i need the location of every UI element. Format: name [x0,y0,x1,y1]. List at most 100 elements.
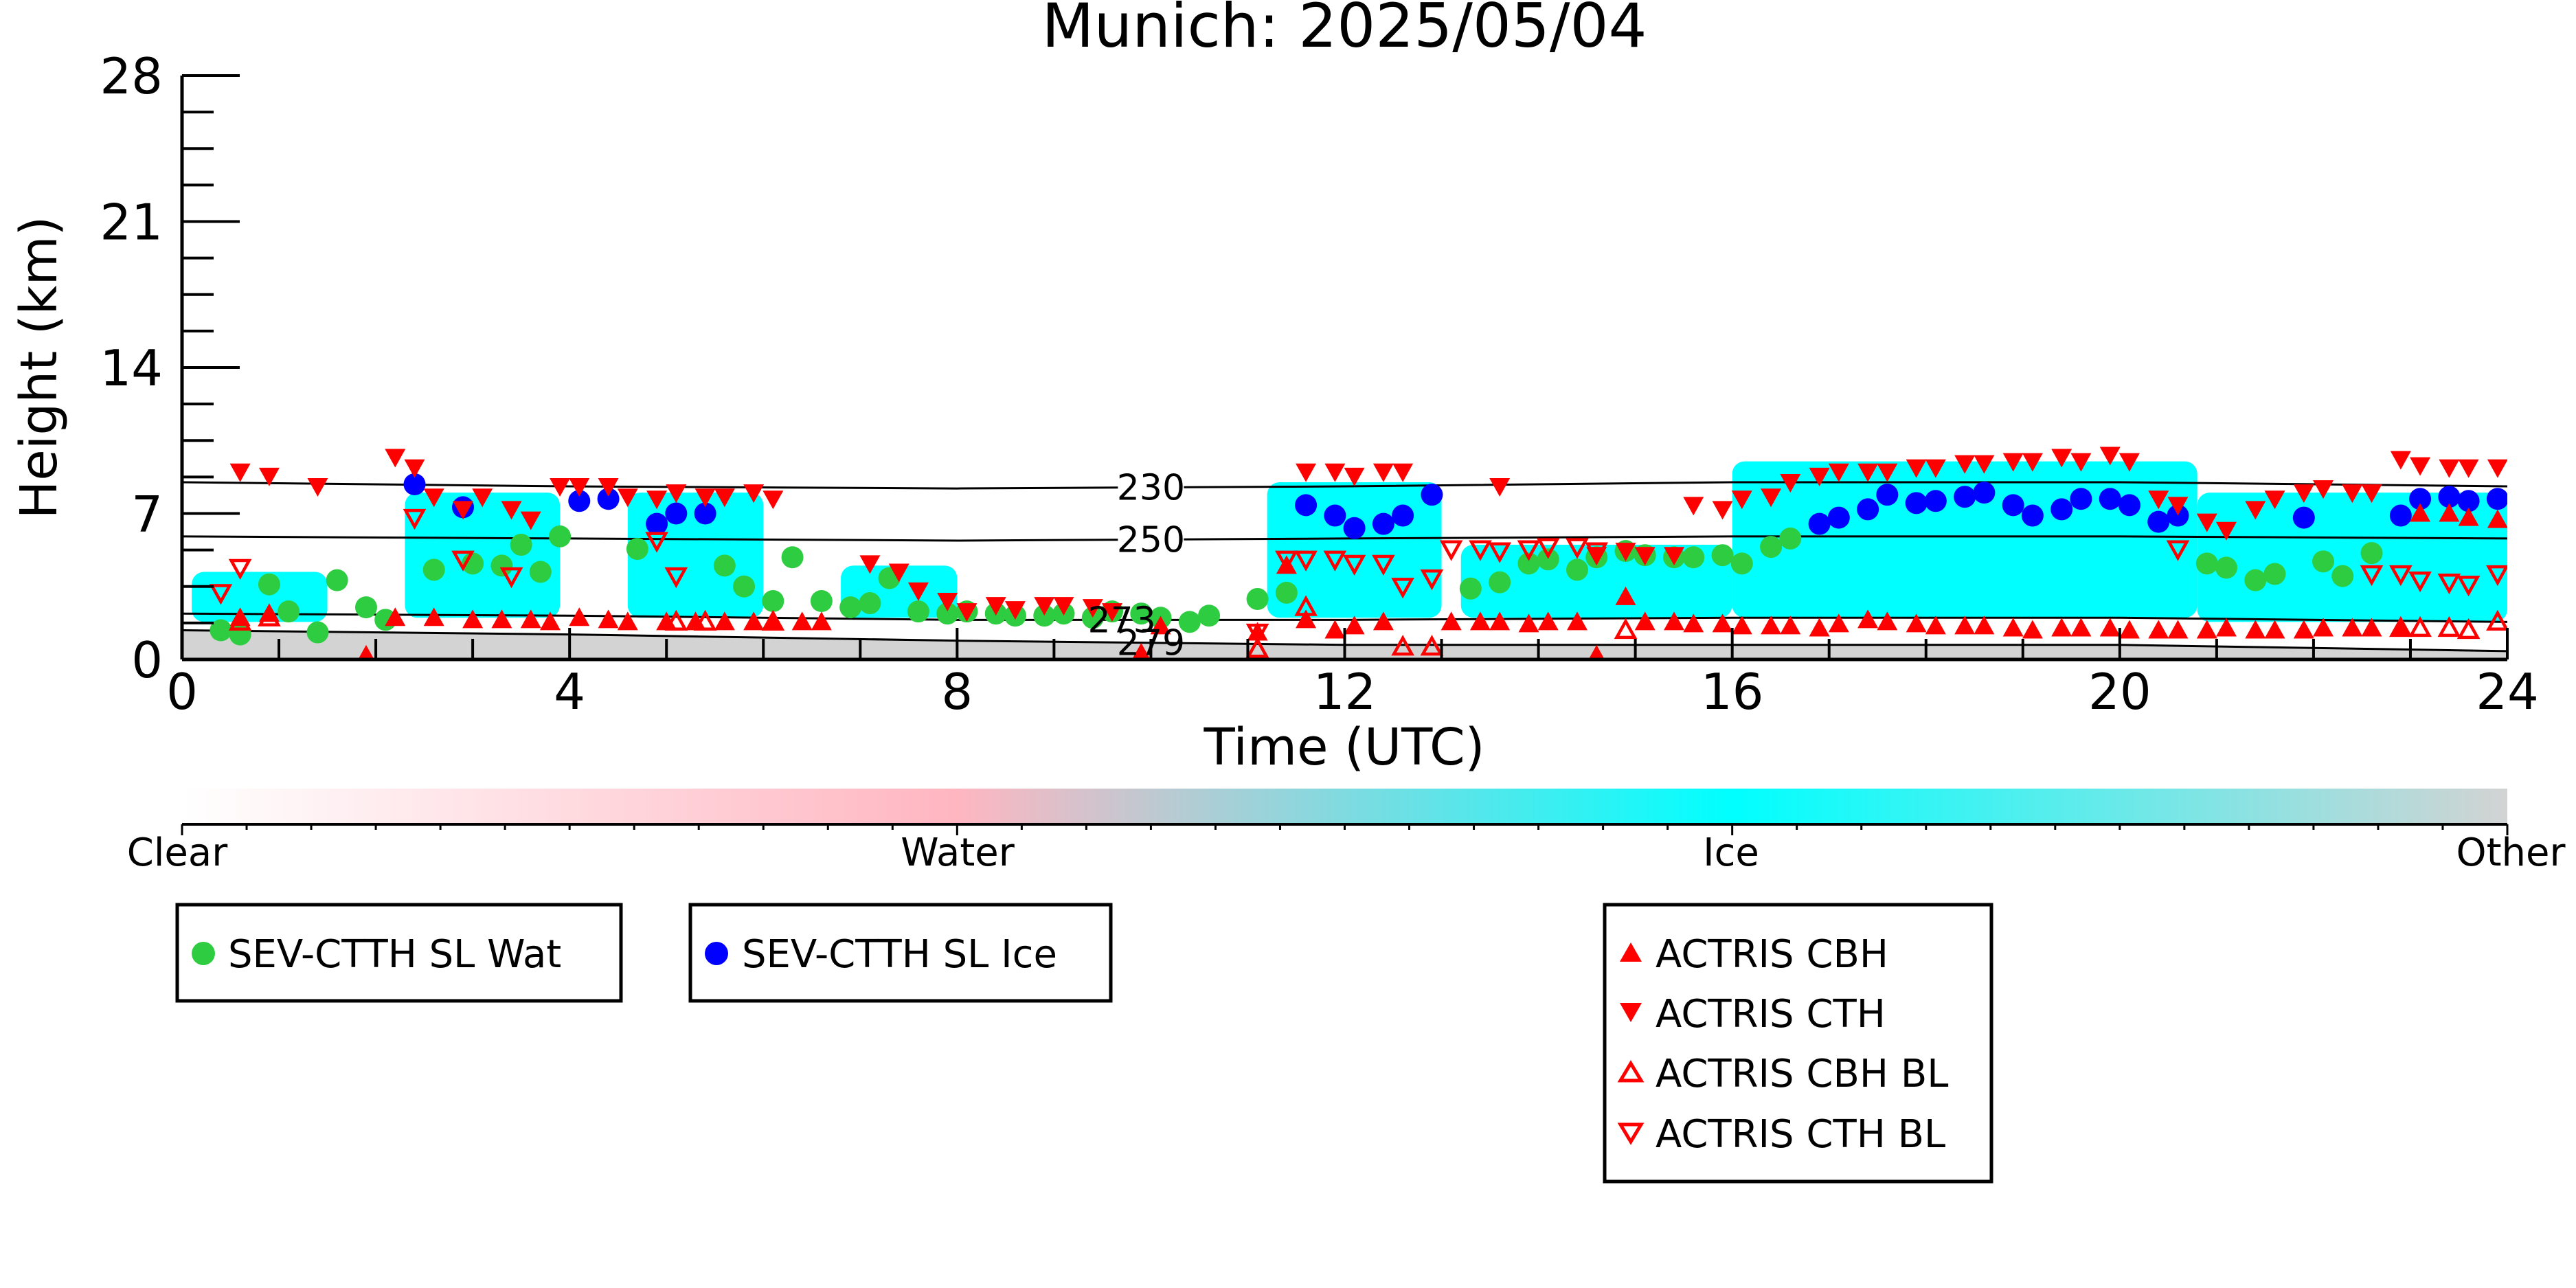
sev-ctth-sl-ice-point-32 [2438,486,2461,508]
actris-cth-bl-point-3 [451,550,475,572]
sev-ctth-sl-wat-point-14 [626,538,648,561]
actris-cbh-point-11 [617,611,638,631]
actris-cbh-point-59 [2215,618,2237,637]
actris-cbh-point-58 [2196,620,2217,639]
actris-cbh-point-62 [2293,620,2314,639]
actris-cth-bl-point-4 [499,567,523,589]
x-axis-label: Time (UTC) [1203,718,1484,777]
sev-ctth-sl-ice-point-23 [2050,498,2073,521]
actris-cth-point-54 [2002,453,2024,472]
actris-cbh-point-51 [2022,620,2043,639]
actris-cth-point-69 [2361,484,2382,504]
sev-ctth-sl-ice-point-5 [665,502,688,525]
actris-cbh-point-39 [1731,615,1752,635]
actris-cbh-point-66 [2390,618,2411,637]
actris-cbh-point-24 [1324,620,1346,639]
sev-ctth-sl-ice-point-27 [2147,510,2170,533]
sev-ctth-sl-ice-point-6 [694,502,716,525]
legend-cbh-marker [1620,942,1642,962]
sev-ctth-sl-wat-point-50 [1760,536,1783,558]
actris-cth-bl-point-14 [1420,569,1444,591]
actris-cbh-point-61 [2264,620,2285,639]
actris-cbh-point-48 [1954,615,1976,635]
actris-cbh-point-28 [1469,611,1491,631]
actris-cth-point-59 [2119,453,2140,472]
actris-cth-point-65 [2264,490,2285,510]
actris-cth-point-18 [743,484,765,504]
actris-cbh-point-65 [2361,618,2382,637]
actris-cbh-point-16 [762,611,784,631]
sev-ctth-sl-wat-point-42 [1566,558,1588,581]
actris-cth-point-11 [569,478,590,497]
actris-cth-bl-point-8 [1275,550,1298,572]
actris-cbh-point-19 [1131,642,1151,659]
sev-ctth-sl-ice-point-21 [2002,494,2024,517]
actris-cth-bl-point-20 [1566,538,1589,559]
sev-ctth-sl-wat-point-3 [278,600,300,623]
actris-cth-point-64 [2245,501,2266,520]
actris-cbh-point-12 [656,611,677,631]
isotherm-line-273 [182,612,2507,623]
sev-ctth-sl-wat-point-17 [762,590,784,612]
actris-cth-point-4 [404,459,425,478]
actris-cth-point-8 [501,501,522,520]
actris-cth-bl-point-7 [1245,623,1269,645]
x-tick-label: 8 [941,663,973,721]
legend-actris: ACTRIS CBH ACTRIS CTH ACTRIS CBH BL ACTR… [1603,903,1993,1184]
y-tick-label: 21 [100,194,163,251]
actris-cth-point-52 [1954,455,1976,474]
actris-cbh-point-22 [1276,555,1297,574]
y-axis-label: Height (km) [10,216,69,519]
actris-cth-point-49 [1877,463,1898,482]
actris-cbh-point-5 [462,609,484,629]
actris-cbh-bl-point-3 [693,609,717,631]
actris-cbh-point-21 [1247,622,1268,641]
actris-cth-point-6 [453,501,474,520]
sev-ctth-sl-ice-point-9 [1343,517,1366,539]
actris-cth-point-21 [888,563,909,583]
sev-ctth-sl-ice-point-3 [597,488,620,510]
actris-cth-point-10 [550,478,571,497]
actris-cth-point-39 [1634,547,1656,566]
actris-cth-point-1 [258,467,280,486]
sev-ctth-sl-ice-point-17 [1905,492,1928,515]
y-tick-label: 28 [100,47,163,105]
legend-ice-marker [705,942,728,965]
actris-cth-point-46 [1809,467,1830,486]
actris-cbh-point-54 [2099,618,2121,637]
actris-cth-point-22 [907,582,929,601]
actris-cbh-bl-point-6 [1294,595,1318,616]
y-tick-label: 0 [131,631,163,689]
axes: 0 7 14 21 28 0 4 8 12 16 20 24 [100,47,2538,721]
actris-cth-point-55 [2022,453,2043,472]
actris-cth-point-7 [472,488,493,508]
actris-cbh-bl-point-0 [228,609,252,631]
actris-cth-point-19 [762,490,784,510]
actris-cth-point-47 [1828,463,1849,482]
sev-ctth-sl-ice-point-8 [1324,504,1346,527]
actris-cth-point-25 [985,597,1006,616]
actris-cth-bl-point-0 [209,584,233,605]
legend-cth-marker [1620,1003,1642,1022]
actris-cbh-point-2 [358,644,374,659]
sev-ctth-sl-ice-point-25 [2099,488,2121,510]
actris-cth-point-23 [937,593,958,611]
sev-ctth-sl-wat-point-34 [1178,611,1201,633]
sev-ctth-sl-wat-point-12 [529,561,552,583]
sev-ctth-sl-ice-point-31 [2409,488,2432,510]
actris-cth-bl-point-26 [2437,574,2461,595]
sev-ctth-sl-ice-point-0 [403,473,426,495]
actris-cbh-point-40 [1761,615,1782,635]
actris-cth-bl-point-15 [1439,540,1463,561]
sev-ctth-sl-wat-point-52 [2195,552,2218,575]
sev-ctth-sl-ice-point-4 [646,512,668,535]
actris-cbh-point-15 [743,611,765,631]
sev-ctth-sl-wat-point-18 [781,546,804,569]
chart-title: Munich: 2025/05/04 [1042,0,1647,61]
actris-cth-point-34 [1372,463,1394,482]
actris-cbh-bl-point-1 [258,605,281,626]
x-tick-label: 24 [2476,663,2539,721]
actris-cbh-point-4 [423,607,444,626]
actris-cth-bl-point-11 [1342,554,1366,576]
actris-cbh-point-56 [2148,620,2169,639]
